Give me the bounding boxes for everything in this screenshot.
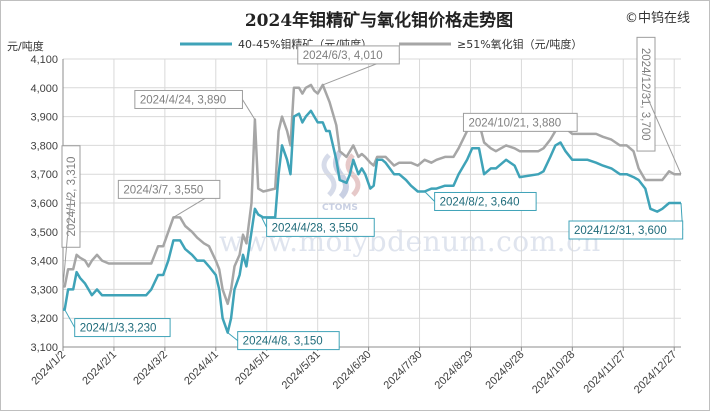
y-tick-label: 3,800 — [30, 140, 58, 152]
data-callout: 2024/4/8, 3,150 — [227, 331, 340, 351]
brand-label: ©中钨在线 — [625, 10, 690, 26]
data-callout: 2024/6/3, 4,010 — [297, 45, 400, 86]
y-tick-label: 3,900 — [30, 112, 58, 124]
x-tick-label: 2024/5/31 — [280, 349, 323, 392]
x-tick-label: 2024/2/1 — [80, 349, 119, 388]
callout-leader — [424, 191, 435, 202]
x-tick-label: 2024/11/27 — [582, 349, 629, 396]
callout-leader — [645, 93, 682, 175]
callout-label: 2024/3/7, 3,550 — [123, 184, 203, 196]
y-tick-label: 4,100 — [30, 54, 58, 66]
y-tick-label: 3,700 — [30, 169, 58, 181]
chart-title: 2024年钼精矿与氧化钼价格走势图 — [245, 10, 513, 31]
x-tick-label: 2024/5/1 — [233, 349, 272, 388]
annotations: 2024/1/3,3,230 2024/4/8, 3,150 2024/4/28, … — [61, 36, 684, 351]
callout-box — [297, 45, 400, 65]
callout-label: 2024/6/3, 4,010 — [303, 50, 383, 62]
callout-label: 2024/12/31, 3,700 — [639, 48, 651, 141]
callout-box — [74, 318, 171, 338]
x-tick-label: 2024/9/28 — [483, 349, 526, 392]
callout-box — [117, 179, 221, 199]
callout-leader — [227, 332, 238, 341]
callout-label: 2024/1/2, 3,310 — [66, 157, 78, 237]
callout-label: 2024/8/2, 3,640 — [440, 196, 520, 208]
y-tick-label: 3,300 — [30, 284, 58, 296]
x-tick-label: 2024/6/30 — [331, 349, 374, 392]
callout-box — [568, 220, 684, 240]
callout-leader — [62, 196, 72, 287]
data-callout: 2024/3/7, 3,550 — [117, 179, 221, 218]
x-tick-label: 2024/10/28 — [530, 349, 577, 396]
legend-label-oxide: ≥51%氧化钼（元/吨度） — [457, 37, 582, 51]
x-tick-label: 2024/12/27 — [632, 349, 679, 396]
data-callout: 2024/4/28, 3,550 — [261, 217, 375, 237]
y-tick-label: 3,600 — [30, 198, 58, 210]
data-callout: 2024/12/31, 3,700 — [636, 36, 682, 175]
y-tick-label: 3,100 — [30, 342, 58, 354]
callout-label: 2024/4/28, 3,550 — [272, 222, 358, 234]
data-callout: 2024/12/31, 3,600 — [568, 202, 684, 240]
data-callout: 2024/4/24, 3,890 — [134, 89, 256, 120]
data-callout: 2024/1/3,3,230 — [64, 309, 171, 338]
y-tick-label: 3,200 — [30, 313, 58, 325]
series-lines — [63, 83, 681, 334]
y-tick-label: 3,500 — [30, 227, 58, 239]
data-callout: 2024/8/2, 3,640 — [424, 191, 537, 211]
x-tick-label: 2024/7/30 — [382, 349, 425, 392]
callout-label: 2024/4/24, 3,890 — [140, 94, 226, 106]
callout-box — [237, 331, 340, 351]
callout-box — [434, 191, 537, 211]
callout-box — [134, 89, 243, 109]
callout-label: 2024/10/21, 3,880 — [468, 117, 561, 129]
callout-label: 2024/4/8, 3,150 — [243, 336, 323, 348]
callout-box — [462, 112, 578, 132]
callout-label: 2024/12/31, 3,600 — [574, 225, 667, 237]
callout-box — [266, 217, 375, 237]
series-line-concentrate — [63, 109, 681, 334]
callout-leader — [64, 309, 76, 328]
x-tick-label: 2024/8/29 — [433, 349, 476, 392]
data-callout: 2024/1/2, 3,310 — [61, 145, 81, 287]
data-callout: 2024/10/21, 3,880 — [462, 112, 578, 132]
y-tick-label: 4,000 — [30, 83, 58, 95]
x-tick-label: 2024/4/1 — [182, 349, 221, 388]
x-tick-label: 2024/1/2 — [29, 349, 68, 388]
x-tick-label: 2024/3/2 — [131, 349, 170, 388]
callout-leader — [261, 217, 268, 228]
y-tick-label: 3,400 — [30, 256, 58, 268]
y-axis-unit: 元/吨度 — [7, 39, 44, 53]
callout-leader — [242, 99, 256, 120]
watermark-logo-text: CTOMS — [322, 203, 358, 213]
callout-label: 2024/1/3,3,230 — [80, 323, 157, 335]
